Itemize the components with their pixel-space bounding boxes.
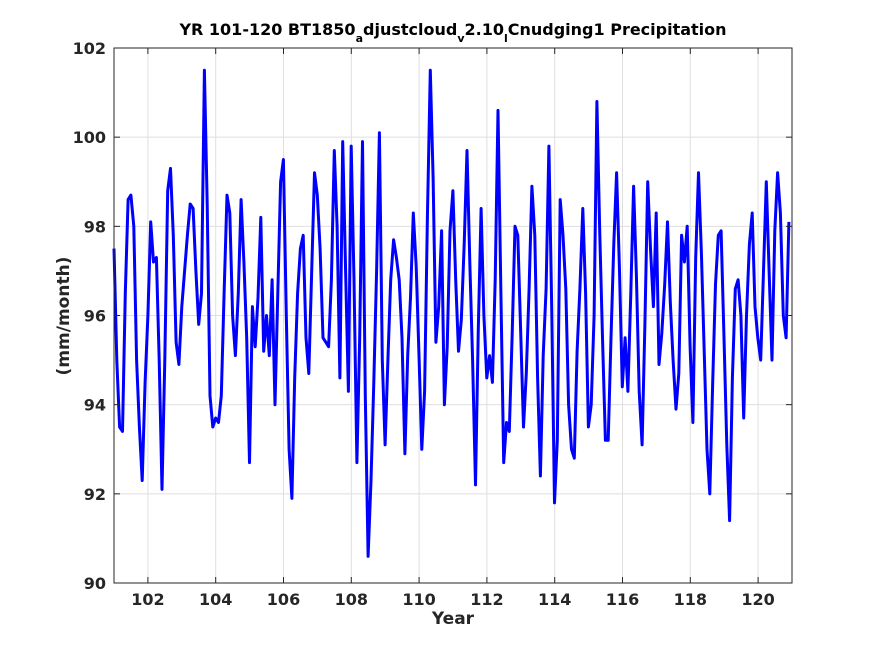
y-axis-label: (mm/month) [54, 257, 74, 376]
title-subscript: a [356, 32, 363, 45]
title-subscript: v [457, 32, 465, 45]
y-tick-label: 96 [84, 307, 106, 326]
x-tick-label: 108 [335, 590, 368, 609]
y-tick-label: 102 [73, 39, 106, 58]
x-axis-label: Year [431, 609, 475, 629]
x-tick-label: 110 [402, 590, 435, 609]
x-tick-label: 116 [606, 590, 639, 609]
ticks: 102 104 106 108 110 112 114 116 118 120 90 92 94 96 98… [73, 39, 792, 609]
title-segment: 2.10 [464, 20, 503, 39]
title-segment: YR 101-120 BT1850 [178, 20, 355, 39]
title-subscript: l [504, 32, 508, 45]
x-tick-label: 104 [199, 590, 232, 609]
precipitation-series-line [112, 68, 791, 558]
title-segment: djustcloud [363, 20, 457, 39]
y-tick-label: 98 [84, 217, 106, 236]
x-tick-label: 120 [741, 590, 774, 609]
series-layer [112, 68, 791, 558]
y-tick-label: 94 [84, 396, 106, 415]
y-tick-label: 92 [84, 485, 106, 504]
y-tick-label: 90 [84, 574, 106, 593]
x-tick-label: 114 [538, 590, 571, 609]
chart-title: YR 101-120 BT1850adjustcloudv2.10lCnudgi… [178, 20, 726, 45]
x-tick-label: 112 [470, 590, 503, 609]
x-tick-label: 106 [267, 590, 300, 609]
y-tick-label: 100 [73, 128, 106, 147]
x-tick-label: 118 [674, 590, 707, 609]
title-segment: Cnudging1 Precipitation [508, 20, 727, 39]
x-tick-label: 102 [131, 590, 164, 609]
